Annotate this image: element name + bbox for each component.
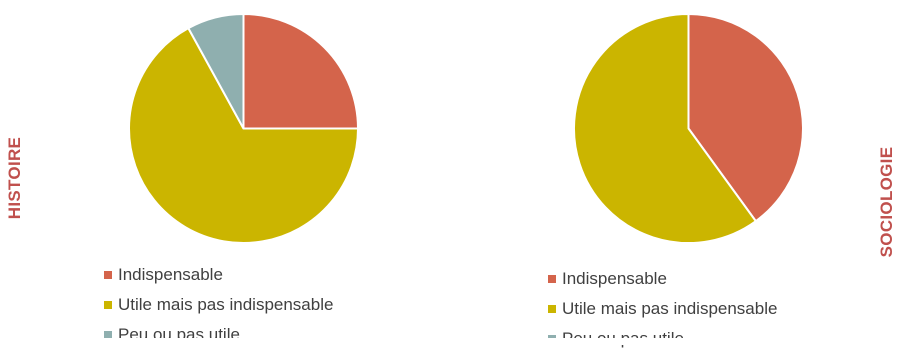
legend-item-utile: Utile mais pas indispensable — [548, 294, 777, 324]
pie-slice-utile — [128, 27, 359, 244]
legend-swatch-utile — [548, 305, 556, 313]
legend-swatch-utile — [104, 301, 112, 309]
legend-label-indispensable: Indispensable — [118, 265, 223, 284]
legend-item-utile: Utile mais pas indispensable — [104, 290, 333, 320]
legend-label-indispensable: Indispensable — [562, 269, 667, 288]
histoire-legend: Indispensable Utile mais pas indispensab… — [104, 260, 333, 350]
legend-label-utile: Utile mais pas indispensable — [118, 295, 334, 314]
legend-label-utile: Utile mais pas indispensable — [562, 299, 778, 318]
histoire-pie-chart — [128, 13, 359, 244]
sociologie-legend: Indispensable Utile mais pas indispensab… — [548, 264, 777, 354]
legend-item-indispensable: Indispensable — [548, 264, 777, 294]
sociologie-pie-chart — [573, 13, 804, 244]
pie-slice-utile — [573, 13, 757, 244]
histoire-title: HISTOIRE — [5, 136, 24, 220]
legend-item-indispensable: Indispensable — [104, 260, 333, 290]
bottom-crop-edge — [0, 338, 905, 345]
legend-swatch-indispensable — [104, 271, 112, 279]
pie-slice-peu-utile — [187, 13, 245, 130]
legend-item-peu-utile: Peu ou pas utile — [104, 320, 333, 350]
legend-swatch-indispensable — [548, 275, 556, 283]
legend-swatch-peu-utile — [104, 331, 112, 339]
sociologie-title: SOCIOLOGIE — [877, 146, 896, 258]
pie-slice-indispensable — [242, 13, 359, 130]
pie-slice-indispensable — [687, 13, 804, 223]
